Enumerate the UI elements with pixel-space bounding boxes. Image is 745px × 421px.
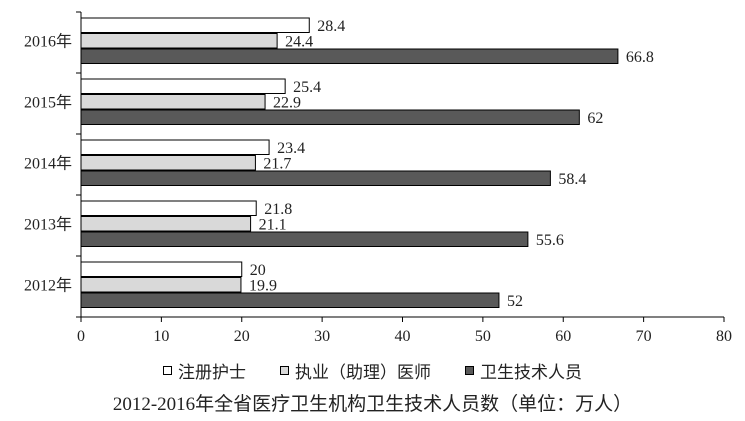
x-tick-label-1: 10 (153, 328, 169, 345)
legend-label-health-tech: 卫生技术人员 (480, 362, 582, 382)
chart-title: 2012-2016年全省医疗卫生机构卫生技术人员数（单位：万人） (112, 394, 633, 415)
legend: 注册护士 执业（助理）医师 卫生技术人员 (0, 358, 745, 382)
bar-2-0 (80, 48, 619, 64)
x-tick-label-8: 80 (716, 328, 732, 345)
bar-2-3 (80, 231, 529, 247)
legend-label-nurses: 注册护士 (178, 362, 246, 382)
x-tick-label-0: 0 (77, 328, 85, 345)
value-label-1-0: 24.4 (285, 33, 313, 50)
bar-1-3 (80, 216, 252, 232)
value-label-1-1: 22.9 (273, 94, 301, 111)
x-tick-label-5: 50 (475, 328, 491, 345)
legend-item-nurses: 注册护士 (163, 358, 246, 383)
value-label-2-2: 58.4 (558, 171, 586, 188)
category-label-2: 2014年 (24, 155, 72, 173)
category-label-3: 2013年 (24, 216, 72, 234)
bar-0-0 (80, 17, 310, 33)
value-label-2-1: 62 (587, 110, 603, 127)
value-label-0-3: 21.8 (264, 201, 292, 218)
legend-item-health-tech: 卫生技术人员 (465, 358, 582, 383)
value-label-1-4: 19.9 (249, 277, 277, 294)
legend-swatch-nurses (163, 365, 172, 375)
bar-1-2 (80, 155, 256, 171)
value-label-2-0: 66.8 (626, 49, 654, 66)
bar-2-2 (80, 170, 551, 186)
value-label-2-3: 55.6 (536, 232, 564, 249)
bar-0-1 (80, 78, 286, 94)
legend-item-physicians: 执业（助理）医师 (280, 358, 431, 383)
category-label-1: 2015年 (24, 94, 72, 112)
legend-label-physicians: 执业（助理）医师 (295, 362, 431, 382)
category-label-0: 2016年 (24, 33, 72, 51)
x-tick-label-2: 20 (234, 328, 250, 345)
value-label-1-3: 21.1 (259, 216, 287, 233)
value-label-0-2: 23.4 (277, 140, 305, 157)
bar-1-0 (80, 33, 278, 49)
value-label-1-2: 21.7 (263, 155, 291, 172)
bar-0-4 (80, 261, 243, 277)
value-label-0-4: 20 (250, 262, 266, 279)
bar-1-4 (80, 277, 242, 293)
value-label-2-4: 52 (507, 293, 523, 310)
bar-1-1 (80, 94, 266, 110)
value-label-0-1: 25.4 (293, 79, 321, 96)
x-tick-label-3: 30 (314, 328, 330, 345)
legend-swatch-physicians (280, 365, 289, 375)
bar-2-4 (80, 292, 500, 308)
x-tick-label-4: 40 (395, 328, 411, 345)
legend-swatch-health-tech (465, 365, 474, 375)
x-tick-label-7: 70 (636, 328, 652, 345)
value-label-0-0: 28.4 (317, 18, 345, 35)
bar-0-2 (80, 139, 270, 155)
bar-2-1 (80, 109, 580, 125)
bar-0-3 (80, 200, 257, 216)
category-label-4: 2012年 (24, 277, 72, 295)
x-tick-label-6: 60 (555, 328, 571, 345)
